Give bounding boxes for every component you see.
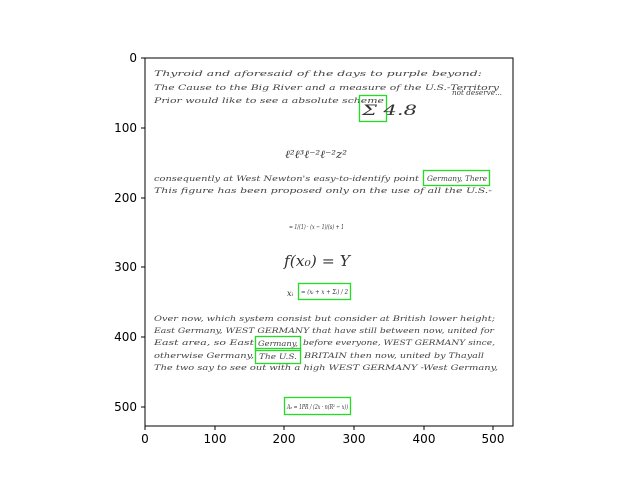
para1-line1: Thyroid and aforesaid of the days to pur… [154, 69, 482, 78]
x-tick-label: 0 [141, 432, 149, 446]
para1-line3: Prior would like to see a absolute schem… [152, 96, 384, 105]
highlight-box [254, 335, 302, 352]
highlight-box [422, 169, 491, 187]
y-tick-label: 400 [114, 330, 137, 344]
y-tick-label: 100 [114, 121, 137, 135]
para2-line1: consequently at West Newton's easy-to-id… [154, 174, 419, 183]
highlight-box [254, 347, 302, 365]
y-tick-label: 500 [114, 400, 137, 414]
highlight-box [358, 94, 388, 123]
y-axis: 0 100 200 300 400 500 [114, 51, 145, 414]
box1-text: Σ 4.8 [360, 103, 417, 119]
x-tick-label: 400 [413, 432, 436, 446]
para1-note: not deserve... [452, 89, 502, 97]
x-axis: 0 100 200 300 400 500 [141, 426, 504, 446]
para3-line3-end: before everyone, WEST GERMANY since, [303, 338, 495, 347]
para3-line4-end: BRITAIN then now, united by Thayall [303, 351, 484, 360]
para3-line4: otherwise Germany, [154, 351, 254, 360]
para3-line2: East Germany, WEST GERMANY that have sti… [153, 326, 495, 335]
para3-line3: East area, so East [152, 338, 254, 347]
x-tick-label: 200 [273, 432, 296, 446]
y-tick-label: 200 [114, 191, 137, 205]
x-tick-label: 300 [343, 432, 366, 446]
box3-text: = (xᵢ + x + Σᵢ) / 2 [301, 289, 348, 296]
handwritten-document: Thyroid and aforesaid of the days to pur… [152, 69, 502, 416]
para2-line2: This figure has been proposed only on th… [154, 186, 493, 195]
highlight-box [297, 282, 352, 301]
equation-1: ℓ²ℓ³ℓ⁻²ℓ⁻²z² [285, 148, 347, 161]
para1-line2: The Cause to the Big River and a measure… [154, 83, 500, 92]
x-tick-label: 100 [204, 432, 227, 446]
box6-text: Aₑ = 1PR / (2x · n(R² − x)) [286, 403, 348, 411]
box4-text: Germany, [258, 339, 298, 348]
highlight-box [283, 396, 352, 416]
document-page [145, 58, 513, 426]
x-tick-label: 500 [482, 432, 505, 446]
box2-text: Germany, There [427, 174, 487, 183]
equation-4-prefix: xᵢ [287, 289, 294, 298]
para3-line5: The two say to see out with a high WEST … [154, 363, 498, 372]
equation-3: f(x₀) = Y [283, 252, 352, 270]
para3-line1: Over now, which system consist but consi… [154, 314, 496, 323]
box5-text: The U.S. [259, 352, 297, 361]
equation-2: = 1/(1) · (x − 1)/(s) + 1 [289, 223, 344, 231]
y-tick-label: 0 [129, 51, 137, 65]
y-tick-label: 300 [114, 260, 137, 274]
